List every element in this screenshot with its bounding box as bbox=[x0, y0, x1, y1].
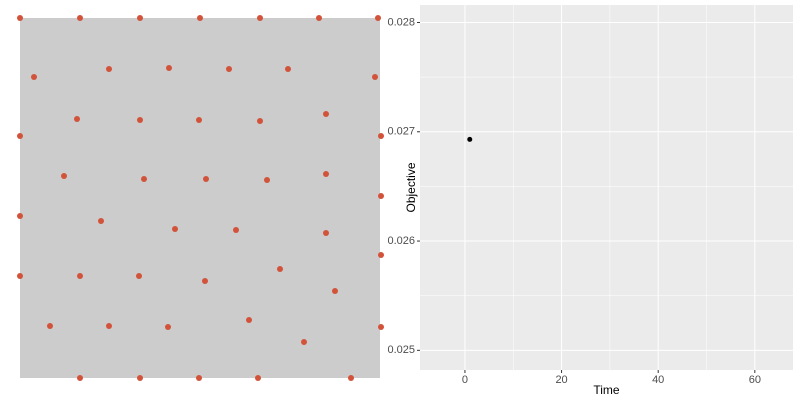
point bbox=[323, 111, 329, 117]
point bbox=[77, 15, 83, 21]
point bbox=[264, 177, 270, 183]
panel-background bbox=[20, 18, 380, 378]
y-tick-label: 0.026 bbox=[387, 235, 415, 247]
point bbox=[166, 65, 172, 71]
panel-background bbox=[420, 5, 793, 370]
point bbox=[285, 66, 291, 72]
point bbox=[196, 375, 202, 381]
x-axis-title: Time bbox=[593, 383, 620, 397]
point bbox=[226, 66, 232, 72]
point bbox=[106, 66, 112, 72]
point bbox=[301, 339, 307, 345]
point bbox=[77, 375, 83, 381]
y-axis-title: Objective bbox=[404, 162, 418, 212]
point bbox=[277, 266, 283, 272]
y-tick-label: 0.025 bbox=[387, 344, 415, 356]
point bbox=[378, 133, 384, 139]
point bbox=[17, 213, 23, 219]
point bbox=[31, 74, 37, 80]
x-tick-label: 20 bbox=[555, 374, 567, 386]
point bbox=[348, 375, 354, 381]
point bbox=[137, 15, 143, 21]
point bbox=[203, 176, 209, 182]
point bbox=[47, 323, 53, 329]
point bbox=[17, 273, 23, 279]
point bbox=[196, 117, 202, 123]
point bbox=[255, 375, 261, 381]
point bbox=[141, 176, 147, 182]
point bbox=[136, 273, 142, 279]
point bbox=[257, 118, 263, 124]
y-tick-label: 0.028 bbox=[387, 16, 415, 28]
point bbox=[77, 273, 83, 279]
point bbox=[378, 252, 384, 258]
point bbox=[61, 173, 67, 179]
point bbox=[372, 74, 378, 80]
point bbox=[202, 278, 208, 284]
point bbox=[106, 323, 112, 329]
point bbox=[257, 15, 263, 21]
point bbox=[197, 15, 203, 21]
point bbox=[137, 375, 143, 381]
point bbox=[137, 117, 143, 123]
point bbox=[74, 116, 80, 122]
point bbox=[375, 15, 381, 21]
point bbox=[17, 15, 23, 21]
point bbox=[17, 133, 23, 139]
x-tick-label: 0 bbox=[462, 374, 468, 386]
point bbox=[98, 218, 104, 224]
point bbox=[316, 15, 322, 21]
y-tick-label: 0.027 bbox=[387, 126, 415, 138]
point bbox=[172, 226, 178, 232]
point bbox=[378, 324, 384, 330]
point bbox=[378, 193, 384, 199]
point bbox=[246, 317, 252, 323]
point bbox=[165, 324, 171, 330]
point bbox=[467, 136, 473, 142]
point bbox=[332, 288, 338, 294]
point bbox=[323, 230, 329, 236]
x-tick-label: 40 bbox=[652, 374, 664, 386]
point bbox=[323, 171, 329, 177]
point bbox=[233, 227, 239, 233]
x-tick-label: 60 bbox=[749, 374, 761, 386]
